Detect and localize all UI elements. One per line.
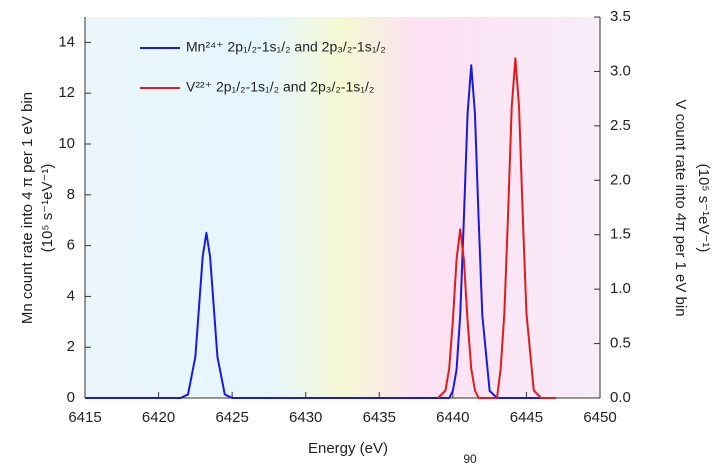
- x-tick-label: 6445: [510, 409, 543, 426]
- y-tick-label: 12: [58, 84, 75, 101]
- y2-tick-label: 3.5: [610, 8, 631, 25]
- legend-label: V²²⁺ 2p₁/₂-1s₁/₂ and 2p₃/₂-1s₁/₂: [186, 79, 374, 95]
- x-tick-label: 6450: [583, 409, 616, 426]
- y2-tick-label: 2.5: [610, 117, 631, 134]
- x-tick-label: 6430: [289, 409, 322, 426]
- y-tick-label: 6: [67, 237, 75, 254]
- y-tick-label: 4: [67, 287, 75, 304]
- y-tick-label: 0: [67, 389, 75, 406]
- x-tick-label: 6435: [363, 409, 396, 426]
- x-tick-label: 6440: [436, 409, 469, 426]
- y-axis-title: Mn count rate into 4 π per 1 eV bin: [19, 92, 36, 324]
- x-axis-title: Energy (eV): [308, 440, 388, 457]
- y2-tick-label: 1.5: [610, 226, 631, 243]
- y2-tick-label: 3.0: [610, 62, 631, 79]
- legend-label: Mn²⁴⁺ 2p₁/₂-1s₁/₂ and 2p₃/₂-1s₁/₂: [186, 39, 386, 55]
- y-tick-label: 10: [58, 135, 75, 152]
- x-tick-label: 6415: [68, 409, 101, 426]
- y2-axis-unit: (10⁵ s⁻¹eV⁻¹): [695, 164, 712, 253]
- x-tick-label: 6425: [215, 409, 248, 426]
- x-tick-label: 6420: [142, 409, 175, 426]
- y-axis-unit: (10⁵ s⁻¹eV⁻¹): [39, 164, 56, 253]
- annotation: 90: [463, 452, 477, 466]
- y-tick-label: 2: [67, 338, 75, 355]
- y-tick-label: 14: [58, 33, 75, 50]
- y2-tick-label: 0.5: [610, 335, 631, 352]
- y2-tick-label: 2.0: [610, 171, 631, 188]
- y2-tick-label: 0.0: [610, 389, 631, 406]
- y-tick-label: 8: [67, 186, 75, 203]
- y2-tick-label: 1.0: [610, 280, 631, 297]
- series-line: [85, 64, 556, 399]
- series-line: [437, 57, 556, 399]
- y2-axis-title: V count rate into 4π per 1 eV bin: [672, 99, 689, 316]
